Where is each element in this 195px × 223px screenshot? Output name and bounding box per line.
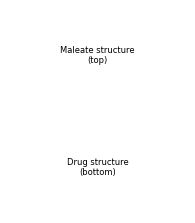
Text: Maleate structure
(top): Maleate structure (top) [60,46,135,65]
Text: Drug structure
(bottom): Drug structure (bottom) [67,158,128,177]
